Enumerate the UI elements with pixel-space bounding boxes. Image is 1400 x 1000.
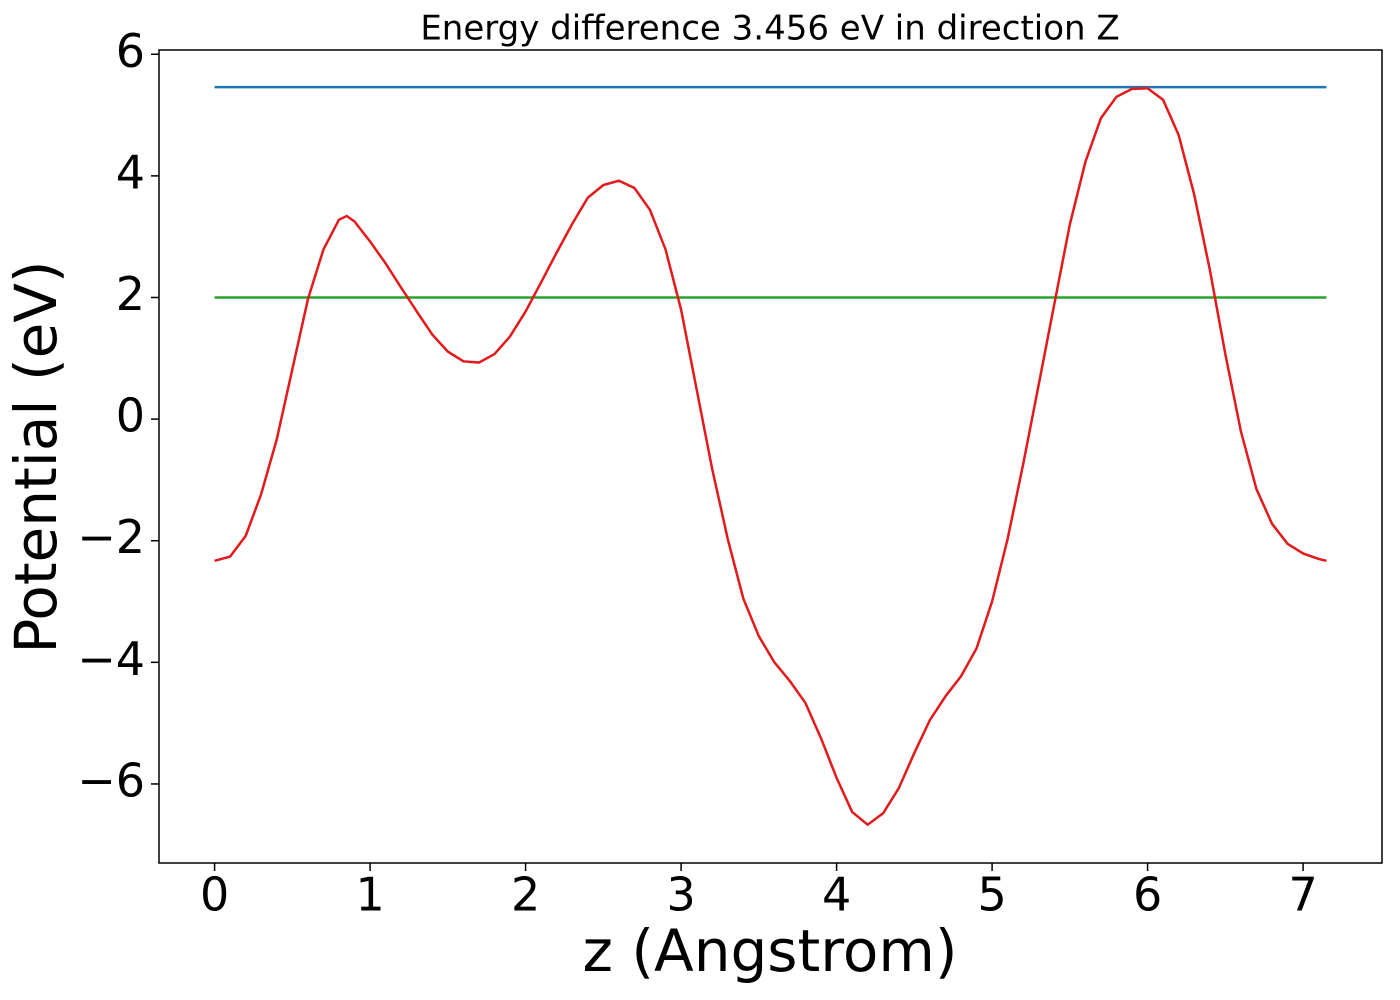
x-tick-label: 3 (666, 868, 695, 922)
line (214, 87, 1327, 827)
y-tick-label: −2 (77, 510, 145, 564)
plot-frame (158, 49, 1383, 864)
y-axis-label: Potential (eV) (2, 260, 70, 653)
x-tick-label: 1 (355, 868, 384, 922)
x-tick-label: 7 (1288, 868, 1317, 922)
x-tick-label: 0 (200, 868, 229, 922)
x-tick-label: 5 (977, 868, 1006, 922)
chart-title: Energy difference 3.456 eV in direction … (420, 9, 1119, 49)
y-tick-label: 6 (116, 24, 145, 78)
y-tick-label: −6 (77, 753, 145, 807)
x-tick-label: 2 (511, 868, 540, 922)
y-tick-label: 4 (116, 145, 145, 199)
x-tick-label: 6 (1133, 868, 1162, 922)
x-axis-label: z (Angstrom) (583, 917, 958, 985)
y-tick-label: 0 (116, 389, 145, 443)
y-tick-label: 2 (116, 267, 145, 321)
x-tick-label: 4 (822, 868, 851, 922)
y-tick-label: −4 (77, 632, 145, 686)
